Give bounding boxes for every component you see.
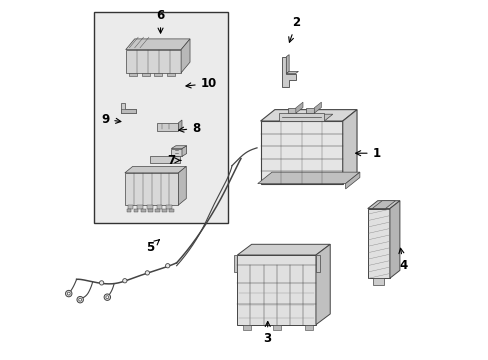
Text: 5: 5 (145, 240, 159, 255)
Polygon shape (279, 113, 324, 121)
Circle shape (165, 264, 169, 268)
Polygon shape (367, 201, 399, 208)
Polygon shape (162, 209, 166, 212)
Polygon shape (148, 209, 152, 212)
Polygon shape (182, 146, 186, 157)
Polygon shape (314, 102, 321, 113)
Text: 3: 3 (263, 321, 271, 346)
Polygon shape (372, 278, 384, 285)
Circle shape (104, 294, 110, 300)
Circle shape (145, 271, 149, 275)
Polygon shape (169, 209, 174, 212)
Circle shape (99, 281, 103, 285)
Text: 2: 2 (288, 16, 300, 42)
Polygon shape (345, 172, 359, 189)
Circle shape (65, 291, 72, 297)
Polygon shape (154, 73, 162, 76)
Polygon shape (285, 55, 288, 73)
Text: 1: 1 (355, 147, 380, 160)
Polygon shape (178, 166, 186, 205)
Polygon shape (142, 73, 149, 76)
Polygon shape (121, 109, 135, 113)
Polygon shape (149, 157, 180, 163)
Polygon shape (171, 146, 186, 149)
Polygon shape (94, 12, 228, 223)
Polygon shape (124, 166, 186, 173)
Polygon shape (181, 39, 190, 73)
Text: 7: 7 (167, 154, 181, 167)
Polygon shape (166, 73, 174, 76)
Polygon shape (126, 209, 131, 212)
Polygon shape (342, 110, 356, 184)
Polygon shape (282, 57, 295, 87)
Polygon shape (155, 209, 160, 212)
Circle shape (106, 296, 108, 298)
Polygon shape (242, 325, 250, 330)
Polygon shape (134, 209, 138, 212)
Circle shape (79, 298, 81, 301)
Polygon shape (279, 114, 332, 121)
Polygon shape (306, 108, 314, 113)
Polygon shape (147, 205, 152, 209)
Circle shape (77, 296, 83, 303)
Polygon shape (260, 110, 356, 121)
Polygon shape (141, 209, 145, 212)
Text: 10: 10 (185, 77, 217, 90)
Polygon shape (157, 123, 178, 131)
Polygon shape (305, 325, 312, 330)
Polygon shape (124, 173, 178, 205)
Polygon shape (272, 325, 281, 330)
Text: 9: 9 (101, 113, 121, 126)
Polygon shape (371, 201, 395, 208)
Polygon shape (137, 205, 143, 209)
Polygon shape (233, 255, 237, 273)
Polygon shape (285, 71, 298, 73)
Polygon shape (125, 39, 190, 50)
Polygon shape (237, 244, 329, 255)
Polygon shape (178, 120, 182, 131)
Polygon shape (127, 205, 133, 209)
Polygon shape (367, 208, 389, 278)
Text: 8: 8 (179, 122, 200, 135)
Polygon shape (156, 205, 162, 209)
Polygon shape (260, 121, 342, 184)
Polygon shape (129, 73, 137, 76)
Text: 4: 4 (398, 248, 407, 272)
Polygon shape (171, 149, 182, 157)
Circle shape (67, 292, 70, 295)
Polygon shape (315, 255, 319, 273)
Polygon shape (287, 108, 295, 113)
Polygon shape (237, 255, 315, 325)
Polygon shape (257, 172, 359, 184)
Polygon shape (295, 102, 303, 113)
Text: 6: 6 (156, 9, 164, 33)
Polygon shape (315, 244, 329, 325)
Polygon shape (121, 103, 135, 113)
Polygon shape (125, 50, 181, 73)
Circle shape (122, 279, 127, 283)
Polygon shape (166, 205, 172, 209)
Polygon shape (389, 201, 399, 278)
